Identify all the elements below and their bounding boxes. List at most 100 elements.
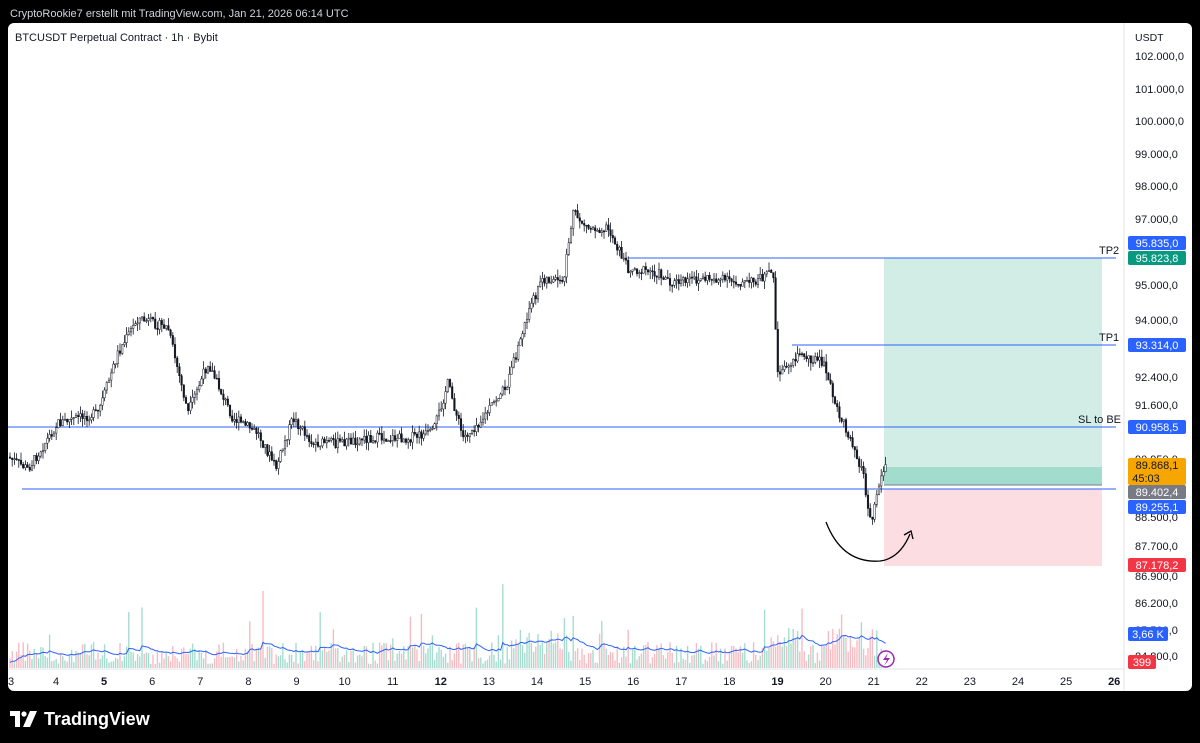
time-axis[interactable]: 3 4 5 6 7 8 9 10 11 12 13 14 15 16 17 18 19 20 21 22 23 24 25 2… [8,676,1120,688]
candle-body [591,227,595,230]
candle-body [132,325,135,329]
candle-body [633,268,636,271]
volume-bar [827,630,830,668]
tradingview-logo[interactable]: TradingView [10,709,150,729]
svg-text:95.823,8: 95.823,8 [1136,253,1179,265]
volume-bar [667,652,669,668]
volume-bar [568,651,570,668]
candle-body [215,377,218,380]
candle-body [83,416,86,419]
candle-body [497,398,500,402]
candle-body [283,440,287,450]
candle-body [741,281,744,287]
loss-zone[interactable] [884,489,1102,566]
candle-body [299,427,302,430]
volume-bar [134,660,137,668]
candle-body [572,210,575,229]
candle-body [345,438,348,447]
volume-bar [612,652,614,668]
volume-bar [332,629,335,668]
candle-body [739,284,742,287]
candle-body [171,335,174,345]
tradingview-brand: TradingView [44,708,150,729]
open-pnl-zone [884,467,1102,485]
volume-bar [603,642,605,668]
profit-zone[interactable] [884,258,1102,485]
candle-body [607,224,610,231]
candle-body [19,459,23,465]
candle-body [121,344,124,354]
volume-bar [400,653,403,668]
volume-bar [766,650,768,668]
candle-body [138,317,141,324]
candle-body [116,350,119,364]
volume-bar [169,661,172,668]
volume-bar [213,658,216,668]
badge-sl-be: 90.958,5 [1128,420,1186,434]
volume-bar [596,662,599,668]
volume-bar [46,657,49,668]
candle-body [510,366,513,375]
candle-body [426,430,430,432]
volume-bar [524,652,526,668]
candle-body [477,425,480,428]
candle-body [488,405,491,413]
volume-bar [774,646,777,668]
volume-bar [818,660,821,668]
candle-body [466,434,469,437]
chart-panel[interactable]: BTCUSDT Perpetual Contract · 1h · Bybit … [8,23,1192,691]
date-tick-label: 4 [53,676,59,688]
volume-bar [733,645,735,668]
badge-tp2-b: 95.823,8 [1128,251,1186,265]
svg-text:399: 399 [1133,657,1151,669]
volume-bar [605,648,607,668]
candle-body [79,413,82,417]
volume-bar [724,648,726,668]
candle-body [413,432,416,435]
candle-body [213,370,216,379]
candle-body [864,473,867,496]
volume-bar [876,630,878,668]
candle-body [690,276,694,279]
candle-body [136,322,139,325]
candle-body [818,356,821,361]
candle-body [198,385,201,390]
volume-bar [484,661,486,668]
candle-body [81,413,84,419]
candle-body [418,431,421,438]
candle-body [781,369,784,375]
volume-bar [240,656,242,668]
date-tick-label: 7 [197,676,203,688]
volume-bar [383,643,385,668]
candle-body [429,428,432,431]
candle-body [147,318,150,321]
candle-body [327,440,331,442]
candle-body [682,277,685,281]
price-chart[interactable]: BTCUSDT Perpetual Contract · 1h · Bybit … [8,23,1192,691]
candle-body [312,443,315,446]
candle-body [220,388,223,395]
candle-body [178,366,181,377]
volume-bar [526,637,528,668]
volume-bar [44,656,46,668]
candle-body [22,463,25,469]
volume-bar [394,660,396,668]
volume-bar [35,653,38,668]
price-tick-label: 100.000,0 [1135,116,1184,128]
volume-bar [856,640,858,668]
volume-bar [286,662,288,668]
candle-body [638,272,641,274]
candle-body [611,235,614,239]
bounce-arrow[interactable] [825,521,911,562]
volume-bar [97,652,99,668]
volume-bar [220,656,222,668]
volume-ma-line [9,634,886,663]
volume-bar [647,642,649,668]
candle-body [92,409,95,418]
candle-body [77,415,80,417]
volume-bar [697,648,700,668]
candle-body [99,405,102,412]
candle-body [446,379,449,392]
price-tick-label: 97.000,0 [1135,214,1178,226]
lightning-icon[interactable] [877,650,895,668]
